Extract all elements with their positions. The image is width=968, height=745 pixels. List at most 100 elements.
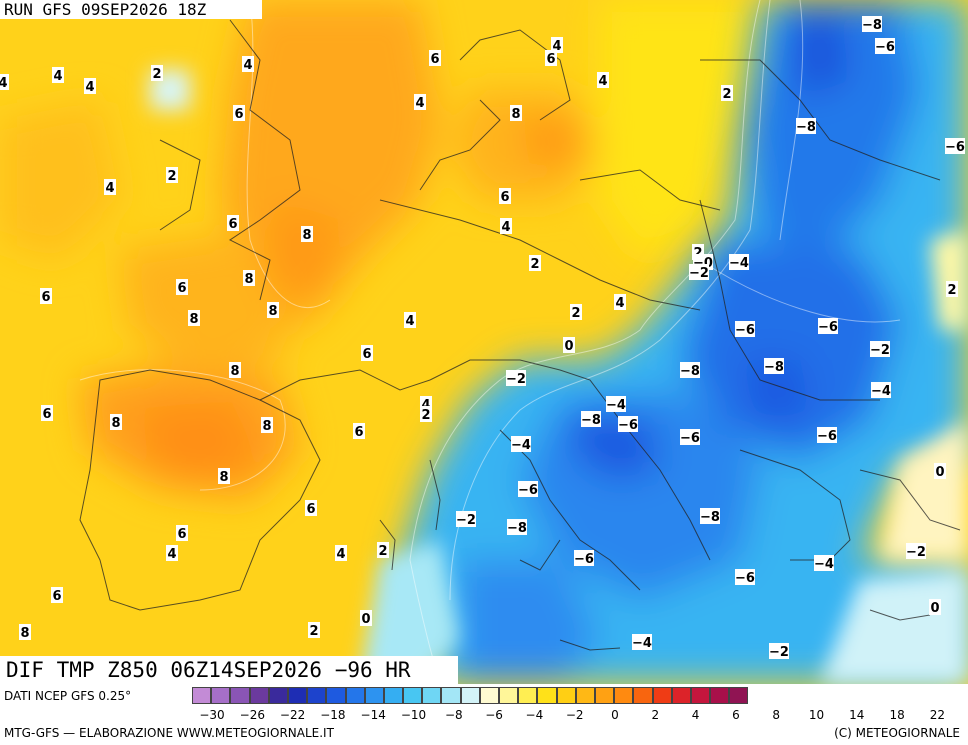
value-label: 6 [42,407,51,422]
value-label-bg [500,218,512,234]
value-label: −8 [862,18,882,33]
value-label: 6 [500,190,509,205]
legend-tick-label: −2 [565,708,584,722]
value-label-bg [361,345,373,361]
value-label-bg [597,72,609,88]
value-label-bg [735,321,755,337]
legend-tick-label: −14 [360,708,386,722]
value-label: 8 [268,304,277,319]
value-label-bg [404,312,416,328]
credit-left: MTG-GFS — ELABORAZIONE WWW.METEOGIORNALE… [4,726,334,740]
value-label: 8 [511,107,520,122]
value-label: 4 [415,96,424,111]
value-label-bg [680,429,700,445]
legend-tick-label: 10 [808,708,825,722]
legend-swatch [268,687,288,704]
value-label-bg [817,427,837,443]
value-label: −4 [632,636,652,651]
value-label-bg [614,294,626,310]
value-label: −2 [506,372,526,387]
value-label-bg [934,463,946,479]
value-label-bg [570,304,582,320]
legend-tick-label: −26 [239,708,265,722]
value-label-bg [510,105,522,121]
value-label-bg [574,550,594,566]
value-label-bg [551,37,563,53]
legend-tick-label: −18 [320,708,346,722]
legend-tick-label: −4 [525,708,544,722]
value-label: −6 [818,320,838,335]
value-label: −6 [518,483,538,498]
legend-swatch [594,687,615,704]
data-source-label: DATI NCEP GFS 0.25° [4,689,132,703]
value-label: 8 [111,416,120,431]
value-label-bg [518,481,538,497]
legend-swatch [249,687,269,704]
value-label: −6 [735,571,755,586]
value-label: 6 [41,290,50,305]
value-label: −8 [680,364,700,379]
value-label-bg [769,643,789,659]
value-label-bg [0,74,9,90]
value-label: 4 [85,80,94,95]
value-label: −8 [581,413,601,428]
value-label-bg [151,65,163,81]
value-label-bg [41,405,53,421]
legend-swatch [537,687,557,704]
value-label: 2 [947,283,956,298]
value-label: 6 [177,281,186,296]
value-label: 6 [430,52,439,67]
value-label: 4 [405,314,414,329]
value-label-bg [796,118,816,134]
value-label-bg [946,281,958,297]
value-label-bg [499,188,511,204]
value-label: 4 [552,39,561,54]
value-label-bg [680,362,700,378]
value-label: −8 [764,360,784,375]
value-label: −6 [618,418,638,433]
value-label-bg [305,500,317,516]
field-label: DIF TMP Z850 06Z14SEP2026 −96 HR [0,656,458,684]
legend-swatch [499,687,519,704]
value-label: 0 [930,601,939,616]
value-label: 2 [378,544,387,559]
value-label: 2 [421,408,430,423]
value-label: 4 [53,69,62,84]
value-label: 8 [230,364,239,379]
value-label-bg [261,417,273,433]
value-label: 6 [362,347,371,362]
value-label-bg [301,226,313,242]
value-label-bg [632,634,652,650]
legend-swatch [441,687,461,704]
value-label: 6 [234,107,243,122]
legend-swatch [403,687,423,704]
value-label: 2 [167,169,176,184]
legend-swatch [211,687,231,704]
value-label: 8 [244,272,253,287]
value-label-bg [335,545,347,561]
legend-tick-label: 14 [849,708,865,722]
value-label: 2 [571,306,580,321]
legend-tick-label: 8 [772,708,781,722]
value-label: 4 [615,296,624,311]
legend-tick-label: −30 [199,708,225,722]
value-label-bg [104,179,116,195]
value-label: −6 [875,40,895,55]
value-label: 6 [52,589,61,604]
legend-swatch [422,687,442,704]
legend-swatch [230,687,250,704]
value-label-bg [689,264,709,280]
value-label-bg [218,468,230,484]
value-label-bg [377,542,389,558]
value-label-bg [871,382,891,398]
value-label: −8 [700,510,720,525]
value-label-bg [233,105,245,121]
legend-tick-label: 22 [929,708,946,722]
legend-tick-label: −8 [444,708,463,722]
value-label-bg [176,525,188,541]
value-label: −2 [769,645,789,660]
value-label-bg [545,50,557,66]
legend-tick-label: −6 [485,708,503,722]
value-label-bg [52,67,64,83]
legend-swatch [192,687,212,704]
